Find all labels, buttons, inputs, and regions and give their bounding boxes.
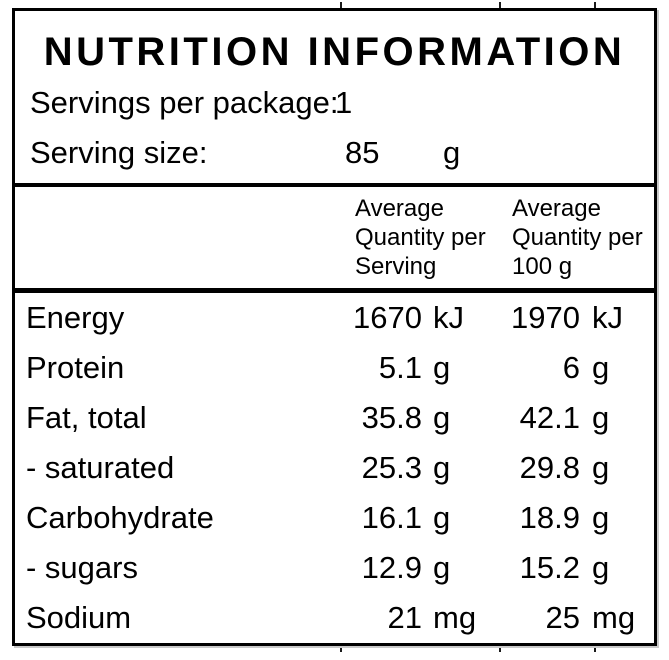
unit-per-100g: g — [592, 450, 610, 485]
value-per-100g: 6 — [562, 350, 580, 385]
nutrient-name: Protein — [26, 350, 125, 385]
unit-per-serving: mg — [433, 600, 477, 635]
table-row-sugars: - sugars 12.9 g 15.2 g — [15, 543, 654, 593]
servings-per-package-row: Servings per package: 1 — [15, 85, 654, 121]
unit-per-100g: g — [592, 350, 610, 385]
nutrition-panel: NUTRITION INFORMATION Servings per packa… — [12, 8, 657, 646]
table-row-energy: Energy 1670 kJ 1970 kJ — [15, 293, 654, 343]
column-header-line: Average — [512, 195, 601, 222]
unit-per-serving: g — [433, 450, 451, 485]
table-row-protein: Protein 5.1 g 6 g — [15, 343, 654, 393]
value-per-100g: 15.2 — [519, 550, 580, 585]
value-per-serving: 12.9 — [361, 550, 422, 585]
column-header-per-100g: Average Quantity per 100 g — [512, 194, 643, 281]
gridline-tick — [340, 2, 342, 8]
value-per-100g: 42.1 — [519, 400, 580, 435]
column-header-per-serving: Average Quantity per Serving — [355, 194, 486, 281]
column-header-line: 100 g — [512, 253, 573, 280]
unit-per-100g: g — [592, 550, 610, 585]
value-per-serving: 25.3 — [361, 450, 422, 485]
value-per-serving: 5.1 — [378, 350, 422, 385]
table-row-fat-total: Fat, total 35.8 g 42.1 g — [15, 393, 654, 443]
value-per-serving: 21 — [387, 600, 422, 635]
column-header-line: Quantity per — [512, 224, 643, 251]
serving-size-value: 85 — [345, 135, 380, 170]
unit-per-serving: g — [433, 350, 451, 385]
column-header-line: Quantity per — [355, 224, 486, 251]
nutrient-name: Sodium — [26, 600, 132, 635]
value-per-serving: 16.1 — [361, 500, 422, 535]
gridline-tick — [340, 646, 342, 652]
nutrient-name: - saturated — [26, 450, 175, 485]
gridline-tick — [499, 2, 501, 8]
table-row-sodium: Sodium 21 mg 25 mg — [15, 593, 654, 643]
unit-per-serving: g — [433, 550, 451, 585]
unit-per-serving: g — [433, 400, 451, 435]
serving-size-row: Serving size: 85 g — [15, 135, 654, 171]
gridline-tick — [499, 646, 501, 652]
value-per-100g: 18.9 — [519, 500, 580, 535]
table-row-carbohydrate: Carbohydrate 16.1 g 18.9 g — [15, 493, 654, 543]
value-per-100g: 29.8 — [519, 450, 580, 485]
serving-size-unit: g — [443, 135, 461, 170]
unit-per-serving: kJ — [433, 300, 464, 335]
value-per-serving: 1670 — [353, 300, 422, 335]
table-row-saturated: - saturated 25.3 g 29.8 g — [15, 443, 654, 493]
panel-title: NUTRITION INFORMATION — [43, 30, 626, 74]
nutrient-name: Energy — [26, 300, 125, 335]
value-per-100g: 1970 — [511, 300, 580, 335]
value-per-serving: 35.8 — [361, 400, 422, 435]
serving-size-label: Serving size: — [30, 135, 208, 170]
unit-per-serving: g — [433, 500, 451, 535]
column-header-line: Serving — [355, 253, 437, 280]
column-header-line: Average — [355, 195, 444, 222]
nutrient-name: Fat, total — [26, 400, 147, 435]
servings-per-package-value: 1 — [335, 85, 353, 120]
gridline-tick — [594, 2, 596, 8]
nutrient-name: Carbohydrate — [26, 500, 214, 535]
value-per-100g: 25 — [545, 600, 580, 635]
servings-per-package-label: Servings per package: — [30, 85, 339, 120]
nutrient-name: - sugars — [26, 550, 138, 585]
unit-per-100g: mg — [592, 600, 636, 635]
gridline-tick — [594, 646, 596, 652]
unit-per-100g: kJ — [592, 300, 623, 335]
separator-line-thick — [15, 288, 654, 293]
unit-per-100g: g — [592, 500, 610, 535]
separator-line — [15, 183, 654, 187]
nutrient-table: Energy 1670 kJ 1970 kJ Protein 5.1 g 6 g… — [15, 293, 654, 643]
unit-per-100g: g — [592, 400, 610, 435]
